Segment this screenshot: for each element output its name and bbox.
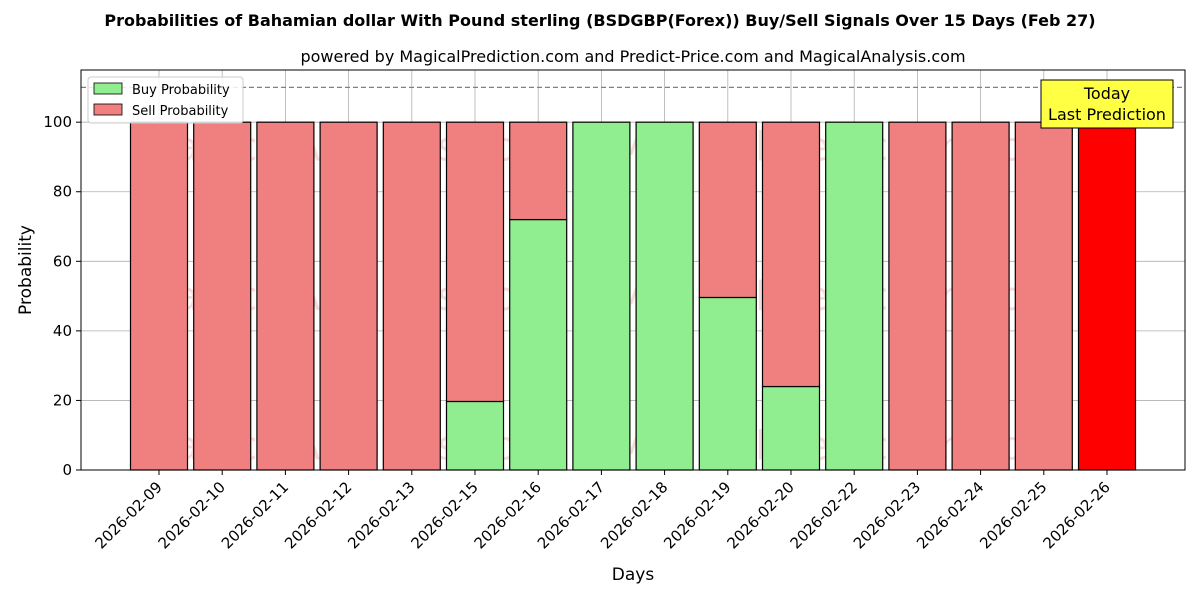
x-tick-label: 2026-02-13 [344,478,418,552]
y-axis: 0 20 40 60 80 100 [43,113,81,479]
x-tick-label: 2026-02-18 [597,478,671,552]
y-tick-label: 80 [53,183,72,201]
sell-bar [193,121,252,471]
buy-bar [825,121,884,471]
annotation-line-2: Last Prediction [1048,105,1166,124]
x-axis: 2026-02-092026-02-102026-02-112026-02-12… [91,470,1114,552]
legend-buy-swatch [93,82,123,95]
sell-bar [1014,121,1073,471]
buy-bar [509,218,568,471]
sell-bar [951,121,1010,471]
x-tick-label: 2026-02-23 [850,478,924,552]
legend-sell-swatch [93,103,123,116]
x-tick-label: 2026-02-26 [1039,478,1113,552]
buy-bar [761,385,821,471]
x-tick-label: 2026-02-25 [976,478,1050,552]
today-annotation: Today Last Prediction [1040,79,1174,129]
sell-bar [256,121,315,471]
buy-bar [445,400,505,471]
x-tick-label: 2026-02-17 [534,478,608,552]
legend-buy-label: Buy Probability [132,83,230,98]
y-tick-label: 60 [53,252,72,270]
buy-bar [572,121,631,471]
y-tick-label: 100 [43,113,72,131]
sell-bar [761,121,821,388]
x-tick-label: 2026-02-09 [91,478,165,552]
sell-bar [888,121,947,471]
y-tick-label: 40 [53,322,72,340]
sell-bar [445,121,505,403]
x-tick-label: 2026-02-16 [471,478,545,552]
x-axis-label: Days [612,565,655,585]
y-tick-label: 0 [62,461,72,479]
sell-bar [129,121,189,471]
x-tick-label: 2026-02-20 [723,478,797,552]
buy-bar [635,121,694,471]
bars [129,121,1137,471]
x-tick-label: 2026-02-12 [281,478,355,552]
x-tick-label: 2026-02-22 [787,478,861,552]
plot-frame [80,69,1186,471]
chart-subtitle: powered by MagicalPrediction.com and Pre… [300,47,965,66]
sell-bar [382,121,441,471]
legend-box [87,76,244,124]
x-tick-label: 2026-02-10 [155,478,229,552]
sell-bar [1077,121,1137,471]
chart-title: Probabilities of Bahamian dollar With Po… [104,11,1095,30]
x-tick-label: 2026-02-11 [218,478,292,552]
buy-bar [698,296,757,471]
legend-sell-label: Sell Probability [132,104,229,119]
x-tick-label: 2026-02-15 [407,478,481,552]
y-tick-label: 20 [53,391,72,409]
sell-bar [509,121,568,221]
y-axis-label: Probability [16,225,36,315]
annotation-line-1: Today [1083,84,1130,103]
x-tick-label: 2026-02-24 [913,478,987,552]
annotation-box [1040,79,1174,129]
x-tick-label: 2026-02-19 [660,478,734,552]
legend: Buy Probability Sell Probability [87,76,244,124]
sell-bar [319,121,378,471]
sell-bar [698,121,757,299]
